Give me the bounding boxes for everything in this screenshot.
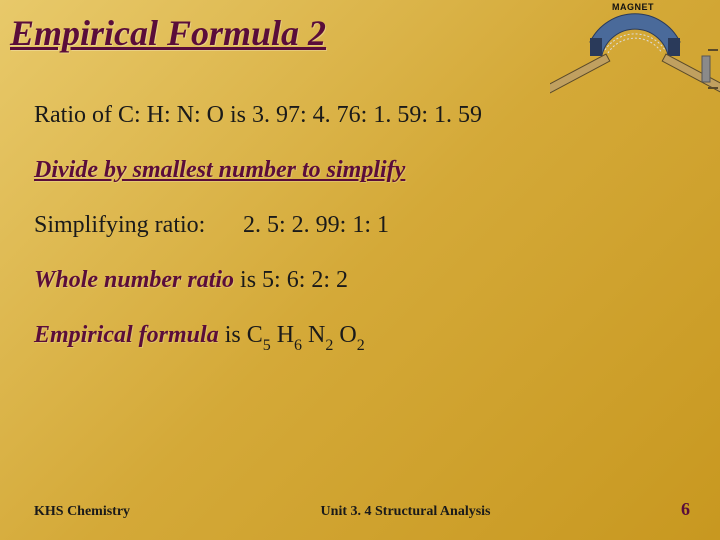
divide-instruction: Divide by smallest number to simplify <box>34 157 692 184</box>
corner-graphic: MAGNET <box>550 0 720 95</box>
whole-number-line: Whole number ratio is 5: 6: 2: 2 <box>34 267 692 294</box>
elem-n: N <box>302 322 325 348</box>
divide-text: Divide by smallest number to simplify <box>34 157 405 183</box>
elem-h: H <box>271 322 294 348</box>
sub-h: 6 <box>294 337 302 354</box>
footer-center: Unit 3. 4 Structural Analysis <box>321 504 491 520</box>
footer-left: KHS Chemistry <box>34 504 130 520</box>
sub-n: 2 <box>325 337 333 354</box>
page-number: 6 <box>681 499 690 520</box>
whole-rest: is 5: 6: 2: 2 <box>234 267 348 293</box>
mass-spec-icon <box>550 0 720 95</box>
empirical-label: Empirical formula <box>34 322 219 348</box>
empirical-formula-line: Empirical formula is C5 H6 N2 O2 <box>34 322 692 353</box>
magnet-label: MAGNET <box>612 2 654 12</box>
simplify-label: Simplifying ratio: <box>34 212 239 239</box>
slide: MAGNET Empirical Formula 2 Ratio of C: H… <box>0 0 720 540</box>
empirical-prefix: is C <box>219 322 263 348</box>
simplify-value: 2. 5: 2. 99: 1: 1 <box>243 212 389 238</box>
footer: KHS Chemistry Unit 3. 4 Structural Analy… <box>0 499 720 520</box>
whole-label: Whole number ratio <box>34 267 234 293</box>
elem-o: O <box>333 322 356 348</box>
sub-o: 2 <box>357 337 365 354</box>
simplify-row: Simplifying ratio: 2. 5: 2. 99: 1: 1 <box>34 212 692 239</box>
sub-c: 5 <box>263 337 271 354</box>
slide-content: Ratio of C: H: N: O is 3. 97: 4. 76: 1. … <box>10 102 692 353</box>
ratio-line: Ratio of C: H: N: O is 3. 97: 4. 76: 1. … <box>34 102 692 129</box>
